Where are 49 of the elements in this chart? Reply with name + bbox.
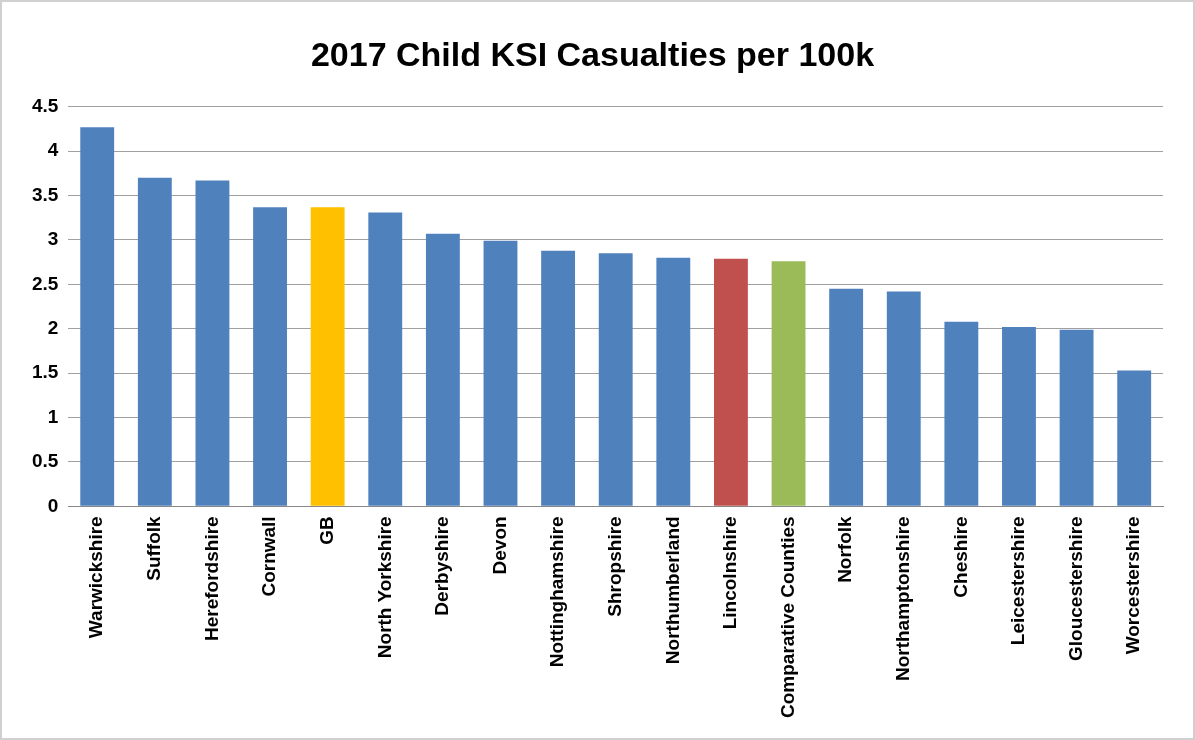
x-tick-label: Herefordshire (200, 516, 222, 641)
y-tick-label: 0 (47, 494, 59, 516)
x-tick-label: Worcestershire (1122, 516, 1144, 655)
x-tick-label: Gloucestershire (1064, 516, 1086, 662)
x-tick-label: Suffolk (143, 515, 165, 581)
bar (483, 240, 518, 506)
x-tick-label: GB (315, 516, 337, 545)
y-tick-label: 2.5 (31, 272, 59, 294)
bar (1002, 327, 1036, 506)
x-tick-label: Nottinghamshire (546, 516, 568, 668)
bar (425, 233, 460, 506)
x-tick-label: Derbyshire (431, 516, 453, 616)
x-tick-label: Northumberland (661, 516, 683, 665)
y-tick-label: 2 (47, 317, 59, 339)
x-tick-label: Shropshire (603, 516, 625, 617)
x-tick-label: North Yorkshire (373, 516, 395, 659)
x-tick-label: Devon (488, 516, 510, 575)
bar (368, 212, 403, 506)
x-tick-label: Comparative Counties (776, 516, 798, 718)
y-tick-label: 4 (47, 139, 59, 161)
bar (829, 288, 864, 506)
bar (253, 207, 287, 506)
x-tick-label: Norfolk (834, 515, 856, 583)
y-tick-label: 0.5 (31, 450, 59, 472)
bar (137, 177, 172, 506)
y-tick-label: 3.5 (31, 183, 59, 205)
y-tick-label: 4.5 (31, 95, 59, 117)
bar (1117, 370, 1152, 506)
x-tick-label: Cornwall (258, 516, 280, 597)
bar (541, 250, 576, 506)
x-tick-label: Northamptonshire (891, 516, 913, 682)
bar (80, 127, 115, 506)
y-tick-label: 1.5 (31, 361, 59, 383)
bar (195, 180, 230, 506)
x-tick-label: Cheshire (949, 516, 971, 598)
bar (310, 207, 345, 506)
bar (1059, 329, 1094, 506)
y-tick-label: 3 (47, 228, 59, 250)
x-tick-label: Leicestershire (1007, 516, 1029, 646)
x-tick-label: Lincolnshire (719, 516, 741, 630)
x-tick-label: Warwickshire (85, 516, 107, 639)
bar (713, 258, 748, 506)
bar (598, 253, 633, 506)
bar (944, 321, 979, 506)
bar (771, 261, 806, 506)
y-tick-label: 1 (47, 405, 59, 427)
bar (886, 291, 921, 506)
chart-title: 2017 Child KSI Casualties per 100k (310, 34, 875, 73)
bar (656, 257, 691, 506)
